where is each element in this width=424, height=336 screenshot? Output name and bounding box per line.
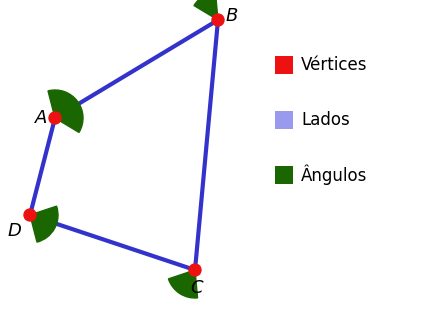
Text: D: D: [7, 222, 21, 240]
Circle shape: [212, 14, 224, 26]
Wedge shape: [30, 206, 58, 242]
Text: C: C: [191, 279, 204, 297]
FancyBboxPatch shape: [275, 56, 293, 74]
Text: Vértices: Vértices: [301, 56, 368, 74]
Wedge shape: [194, 0, 218, 20]
Wedge shape: [48, 90, 83, 132]
FancyBboxPatch shape: [275, 166, 293, 184]
Wedge shape: [168, 270, 198, 298]
Text: Ângulos: Ângulos: [301, 165, 367, 185]
Circle shape: [24, 209, 36, 221]
FancyBboxPatch shape: [275, 111, 293, 129]
Text: A: A: [35, 109, 47, 127]
Text: B: B: [226, 7, 238, 25]
Circle shape: [189, 264, 201, 276]
Circle shape: [49, 112, 61, 124]
Text: Lados: Lados: [301, 111, 350, 129]
